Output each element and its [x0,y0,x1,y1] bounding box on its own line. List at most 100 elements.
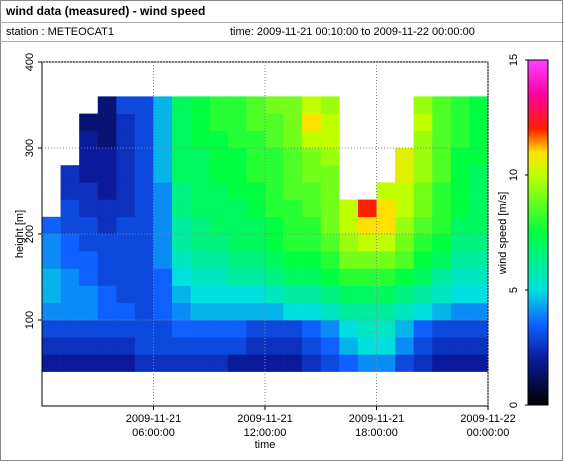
heat-cell [172,285,191,304]
heat-cell [116,199,136,218]
heat-cell [450,337,470,355]
heat-cell [97,337,117,355]
heat-cell [432,199,452,218]
heat-cell [265,354,284,372]
heat-cell [469,148,489,166]
heat-cell [395,251,414,269]
heat-cell [42,251,61,269]
heat-cell [283,148,303,166]
x-tick-label: 00:00:00 [467,427,510,439]
heat-cell [134,130,154,149]
heat-cell [320,113,340,132]
heat-cell [469,251,489,269]
heat-cell [153,165,173,183]
heat-cell [97,320,117,338]
heat-cell [209,268,229,286]
heat-cell [339,234,359,252]
heat-cell [227,337,247,355]
heat-cell [302,130,322,149]
heat-cell [79,234,99,252]
heat-cell [265,113,284,132]
heat-cell [172,337,191,355]
colorbar-tick-label: 10 [508,169,520,181]
heat-cell [116,182,136,200]
heat-cell [246,216,266,235]
heat-cell [320,354,340,372]
x-tick-label: 2009-11-21 [349,413,404,425]
chart-title: wind data (measured) - wind speed [5,4,205,18]
heat-cell [79,302,99,321]
heat-cell [395,234,414,252]
heat-cell [42,234,61,252]
heat-cell [469,268,489,286]
heat-cell [209,320,229,338]
heat-cell [302,302,322,321]
heatmap [42,96,489,372]
heat-cell [320,234,340,252]
heat-cell [376,199,396,218]
heat-cell [97,96,117,114]
heat-cell [246,268,266,286]
heat-cell [97,182,117,200]
heat-cell [153,268,173,286]
x-tick-label: 2009-11-21 [237,413,292,425]
y-tick-label: 400 [24,53,36,71]
heat-cell [60,285,80,304]
heat-cell [246,165,266,183]
heat-cell [172,182,191,200]
heat-cell [432,268,452,286]
heat-cell [190,285,210,304]
heat-cell [227,96,247,114]
heat-cell [283,113,303,132]
x-tick-label: 2009-11-22 [460,413,515,425]
heat-cell [395,199,414,218]
heat-cell [413,251,433,269]
heat-cell [413,96,433,114]
heat-cell [97,148,117,166]
heat-cell [357,354,377,372]
heat-cell [320,285,340,304]
heat-cell [116,320,136,338]
heat-cell [302,251,322,269]
heat-cell [432,251,452,269]
heat-cell [209,354,229,372]
heat-cell [339,285,359,304]
heat-cell [42,285,61,304]
heat-cell [227,285,247,304]
heat-cell [376,216,396,235]
heat-cell [395,182,414,200]
heat-cell [116,337,136,355]
heat-cell [42,216,61,235]
heat-cell [302,182,322,200]
colorbar-tick-label: 15 [508,54,520,66]
heat-cell [60,216,80,235]
heat-cell [357,234,377,252]
heat-cell [320,165,340,183]
y-tick-label: 200 [24,225,36,243]
heat-cell [79,165,99,183]
heat-cell [209,251,229,269]
heat-cell [469,199,489,218]
heat-cell [79,199,99,218]
heat-cell [283,302,303,321]
heat-cell [469,320,489,338]
heat-cell [339,268,359,286]
heat-cell [320,320,340,338]
heat-cell [283,182,303,200]
heat-cell [153,199,173,218]
heat-cell [134,148,154,166]
heat-cell [172,320,191,338]
heat-cell [320,96,340,114]
heat-cell [432,96,452,114]
heat-cell [97,268,117,286]
heat-cell [190,96,210,114]
heat-cell [432,216,452,235]
heat-cell [209,199,229,218]
heat-cell [320,216,340,235]
colorbar [527,59,549,406]
heat-cell [97,165,117,183]
heat-cell [246,354,266,372]
heat-cell [469,354,489,372]
heat-cell [60,251,80,269]
heat-cell [320,130,340,149]
